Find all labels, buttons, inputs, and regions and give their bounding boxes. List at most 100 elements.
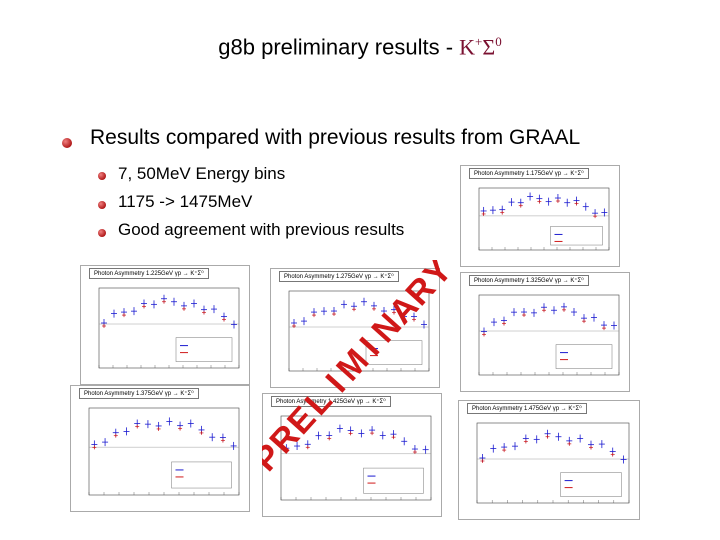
data-point-graal [122, 313, 126, 318]
plot-1325: Photon Asymmetry 1.325GeV γp → K⁺Σ⁰ [460, 272, 630, 392]
data-point [422, 445, 429, 454]
data-point-graal [199, 430, 204, 435]
plot-title: Photon Asymmetry 1.225GeV γp → K⁺Σ⁰ [89, 268, 209, 279]
data-point [315, 431, 322, 440]
data-point [336, 424, 343, 433]
plot-legend [550, 226, 603, 246]
plot-legend [555, 344, 613, 369]
plot-title: Photon Asymmetry 1.375GeV γp → K⁺Σ⁰ [79, 388, 199, 399]
plot-axes [478, 294, 620, 376]
data-point [131, 307, 137, 316]
data-point [341, 300, 347, 309]
data-point [102, 438, 109, 447]
data-point-graal [502, 448, 507, 453]
data-point-graal [574, 201, 579, 206]
plot-axes [478, 187, 610, 251]
data-point [551, 306, 557, 315]
sub-bullet-1: 7, 50MeV Energy bins [118, 164, 286, 183]
data-point-graal [522, 313, 526, 318]
data-point [401, 437, 408, 446]
data-point-graal [502, 321, 506, 326]
data-point-graal [482, 332, 486, 337]
data-point-graal [135, 424, 140, 429]
bullet-icon [98, 172, 106, 180]
data-point-graal [372, 306, 376, 311]
plot-axes [98, 287, 240, 369]
plot-1425-graphic [280, 415, 432, 501]
plot-1275: Photon Asymmetry 1.275GeV γp → K⁺Σ⁰ [270, 268, 440, 388]
data-point [491, 318, 497, 327]
data-point-graal [500, 210, 505, 215]
data-point-graal [327, 436, 332, 441]
data-point-graal [202, 310, 206, 315]
sub-bullet-3: Good agreement with previous results [118, 220, 405, 239]
data-point [527, 192, 534, 201]
data-point [166, 417, 173, 426]
data-point [321, 307, 327, 316]
data-point-graal [156, 426, 161, 431]
plot-axes [288, 290, 430, 372]
data-point [231, 320, 237, 329]
data-point [361, 297, 367, 306]
data-point [511, 308, 517, 317]
data-point [144, 420, 151, 429]
data-point [571, 308, 577, 317]
data-point-graal [412, 317, 416, 322]
data-point-graal [555, 199, 560, 204]
data-point [545, 197, 552, 206]
plot-legend [171, 461, 232, 489]
data-point [564, 198, 571, 207]
data-point [533, 435, 540, 444]
data-point [401, 312, 407, 321]
plot-1375-graphic [88, 407, 240, 496]
data-point [379, 431, 386, 440]
data-point-graal [518, 203, 523, 208]
data-point [489, 206, 496, 215]
data-point-graal [523, 439, 528, 444]
data-point-graal [602, 326, 606, 331]
data-point-graal [545, 434, 550, 439]
data-point-graal [113, 433, 118, 438]
data-point-graal [284, 449, 289, 454]
data-point-graal [391, 435, 396, 440]
data-point [171, 297, 177, 306]
plot-1475-graphic [476, 422, 630, 504]
data-point-graal [332, 312, 336, 317]
data-point [555, 432, 562, 441]
data-point [209, 433, 216, 442]
data-point-graal [610, 452, 615, 457]
data-point-graal [222, 317, 226, 322]
plot-1175: Photon Asymmetry 1.175GeV γp → K⁺Σ⁰ [460, 165, 620, 267]
data-point-graal [481, 211, 486, 216]
data-point [230, 441, 237, 450]
data-point [294, 442, 301, 451]
data-point-graal [562, 307, 566, 312]
plot-axes [88, 407, 240, 496]
data-point-graal [567, 441, 572, 446]
data-point [577, 434, 584, 443]
data-point-graal [582, 319, 586, 324]
plot-axes [280, 415, 432, 501]
data-point [591, 313, 597, 322]
data-point-graal [182, 306, 186, 311]
plot-legend [560, 472, 622, 497]
data-point [611, 321, 617, 330]
data-point [508, 198, 515, 207]
plot-axes [476, 422, 630, 504]
data-point-graal [392, 310, 396, 315]
data-point-graal [589, 445, 593, 450]
data-point [211, 305, 217, 314]
data-point-graal [480, 458, 485, 463]
data-point-graal [162, 299, 166, 304]
main-bullet-text: Results compared with previous results f… [90, 126, 581, 149]
plot-legend [175, 337, 233, 362]
data-point-graal [352, 307, 356, 312]
plot-1225: Photon Asymmetry 1.225GeV γp → K⁺Σ⁰ [80, 265, 250, 385]
plot-1175-graphic [478, 187, 610, 251]
plot-title: Photon Asymmetry 1.325GeV γp → K⁺Σ⁰ [469, 275, 589, 286]
data-point-graal [102, 323, 106, 328]
plot-title: Photon Asymmetry 1.175GeV γp → K⁺Σ⁰ [469, 168, 589, 179]
plot-legend [363, 467, 424, 494]
kaon-charge: + [475, 34, 483, 49]
